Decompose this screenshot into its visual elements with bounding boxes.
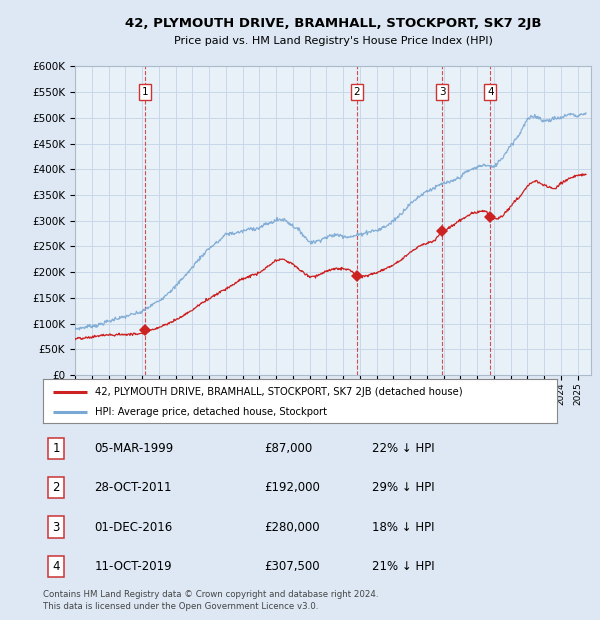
Text: 4: 4 bbox=[52, 560, 60, 573]
Text: 3: 3 bbox=[439, 87, 446, 97]
Text: 42, PLYMOUTH DRIVE, BRAMHALL, STOCKPORT, SK7 2JB (detached house): 42, PLYMOUTH DRIVE, BRAMHALL, STOCKPORT,… bbox=[95, 387, 462, 397]
Text: 01-DEC-2016: 01-DEC-2016 bbox=[95, 521, 173, 534]
Text: 2: 2 bbox=[353, 87, 360, 97]
Text: 11-OCT-2019: 11-OCT-2019 bbox=[95, 560, 172, 573]
Text: 21% ↓ HPI: 21% ↓ HPI bbox=[372, 560, 434, 573]
Text: 05-MAR-1999: 05-MAR-1999 bbox=[95, 442, 174, 455]
Text: £87,000: £87,000 bbox=[264, 442, 312, 455]
Text: £307,500: £307,500 bbox=[264, 560, 320, 573]
Text: 42, PLYMOUTH DRIVE, BRAMHALL, STOCKPORT, SK7 2JB: 42, PLYMOUTH DRIVE, BRAMHALL, STOCKPORT,… bbox=[125, 17, 541, 30]
Text: 4: 4 bbox=[487, 87, 494, 97]
Text: 28-OCT-2011: 28-OCT-2011 bbox=[95, 481, 172, 494]
Text: HPI: Average price, detached house, Stockport: HPI: Average price, detached house, Stoc… bbox=[95, 407, 326, 417]
Text: 18% ↓ HPI: 18% ↓ HPI bbox=[372, 521, 434, 534]
Text: £280,000: £280,000 bbox=[264, 521, 320, 534]
Text: 29% ↓ HPI: 29% ↓ HPI bbox=[372, 481, 434, 494]
Text: 1: 1 bbox=[52, 442, 60, 455]
Text: Price paid vs. HM Land Registry's House Price Index (HPI): Price paid vs. HM Land Registry's House … bbox=[173, 36, 493, 46]
Text: 1: 1 bbox=[142, 87, 148, 97]
Text: 22% ↓ HPI: 22% ↓ HPI bbox=[372, 442, 434, 455]
Text: Contains HM Land Registry data © Crown copyright and database right 2024.
This d: Contains HM Land Registry data © Crown c… bbox=[43, 590, 379, 611]
Text: 3: 3 bbox=[52, 521, 60, 534]
Text: £192,000: £192,000 bbox=[264, 481, 320, 494]
Text: 2: 2 bbox=[52, 481, 60, 494]
